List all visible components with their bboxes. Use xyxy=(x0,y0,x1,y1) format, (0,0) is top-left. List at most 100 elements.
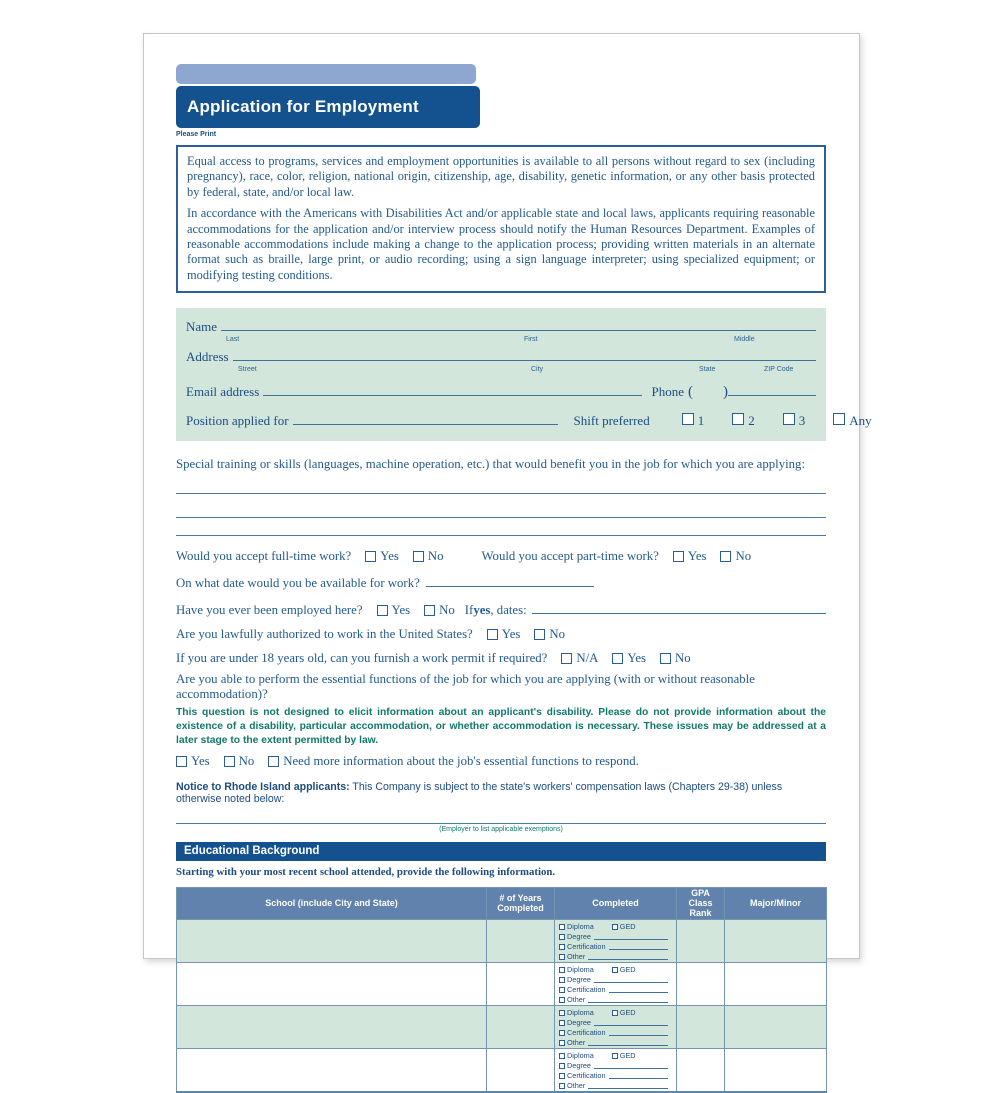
education-intro-text: Starting with your most recent school at… xyxy=(176,865,556,878)
certification-checkbox[interactable] xyxy=(559,1072,565,1079)
gpa-cell[interactable] xyxy=(676,1047,725,1093)
shift-any-checkbox[interactable] xyxy=(833,413,846,425)
if-yes-suffix: , dates: xyxy=(490,603,527,617)
major-minor-cell[interactable] xyxy=(724,1004,827,1049)
major-minor-cell[interactable] xyxy=(724,1047,827,1093)
essential-no-checkbox[interactable] xyxy=(223,755,235,767)
employed-no-checkbox[interactable] xyxy=(424,605,436,616)
special-training-line-1[interactable] xyxy=(176,493,826,494)
completed-cell: Diploma GED Degree Certification Other xyxy=(554,918,677,963)
diploma-checkbox[interactable] xyxy=(559,1052,565,1059)
major-minor-cell[interactable] xyxy=(724,961,827,1006)
employed-dates-input[interactable] xyxy=(531,601,826,614)
gpa-cell[interactable] xyxy=(676,918,725,963)
certification-input[interactable] xyxy=(608,986,668,994)
other-input[interactable] xyxy=(588,1082,668,1090)
school-column-header: School (include City and State) xyxy=(176,886,487,920)
other-checkbox[interactable] xyxy=(559,1082,565,1089)
parttime-no-checkbox[interactable] xyxy=(720,551,732,562)
position-input[interactable] xyxy=(292,412,558,425)
gpa-cell[interactable] xyxy=(676,1004,725,1049)
certification-input[interactable] xyxy=(608,1029,668,1037)
name-middle-sublabel: Middle xyxy=(734,336,755,343)
email-label: Email address xyxy=(186,384,260,399)
section-divider-line xyxy=(176,535,826,536)
certification-checkbox[interactable] xyxy=(559,1029,565,1036)
permit-no-checkbox[interactable] xyxy=(660,653,672,664)
need-more-info-checkbox[interactable] xyxy=(268,755,280,767)
parttime-question: Would you accept part-time work? xyxy=(481,549,659,563)
years-cell[interactable] xyxy=(486,961,555,1006)
school-cell[interactable] xyxy=(176,1004,487,1049)
ged-checkbox[interactable] xyxy=(611,923,618,930)
ged-checkbox[interactable] xyxy=(611,966,618,973)
diploma-checkbox[interactable] xyxy=(559,966,565,973)
exemptions-line[interactable] xyxy=(176,822,826,824)
gpa-cell[interactable] xyxy=(676,961,725,1006)
certification-input[interactable] xyxy=(608,1072,668,1080)
parttime-yes-checkbox[interactable] xyxy=(672,551,684,562)
essential-answer-row: Yes No Need more information about the j… xyxy=(176,754,826,769)
degree-input[interactable] xyxy=(593,933,668,941)
other-checkbox[interactable] xyxy=(559,1039,565,1046)
phone-input[interactable] xyxy=(728,383,816,396)
email-input[interactable] xyxy=(263,383,642,396)
fulltime-question: Would you accept full-time work? xyxy=(176,549,352,563)
form-title-bar: Application for Employment xyxy=(176,86,480,128)
phone-paren-close: ) xyxy=(723,384,728,400)
other-input[interactable] xyxy=(588,1039,668,1047)
other-input[interactable] xyxy=(588,953,668,961)
if-yes-prefix: If xyxy=(464,603,474,617)
permit-na-label: N/A xyxy=(576,651,599,665)
shift-3-label: 3 xyxy=(798,413,806,428)
employed-yes-checkbox[interactable] xyxy=(376,605,388,616)
available-date-input[interactable] xyxy=(425,574,594,587)
name-input[interactable] xyxy=(221,318,816,331)
degree-input[interactable] xyxy=(593,1019,668,1027)
other-checkbox[interactable] xyxy=(559,953,565,960)
shift-any-label: Any xyxy=(849,413,872,428)
employer-exemptions-note: (Employer to list applicable exemptions) xyxy=(439,825,563,833)
certification-input[interactable] xyxy=(608,943,668,951)
degree-checkbox[interactable] xyxy=(559,1019,565,1026)
name-last-sublabel: Last xyxy=(226,336,240,343)
years-cell[interactable] xyxy=(486,918,555,963)
ged-checkbox[interactable] xyxy=(611,1009,618,1016)
fulltime-no-checkbox[interactable] xyxy=(412,551,424,562)
authorized-no-checkbox[interactable] xyxy=(534,629,546,640)
school-cell[interactable] xyxy=(176,961,487,1006)
diploma-checkbox[interactable] xyxy=(559,923,565,930)
address-input[interactable] xyxy=(232,348,816,361)
shift-3-checkbox[interactable] xyxy=(782,413,795,425)
permit-na-checkbox[interactable] xyxy=(561,653,573,664)
education-table-header-row: School (include City and State) # of Yea… xyxy=(176,886,827,920)
application-form-page: Application for Employment Please Print … xyxy=(143,33,872,1093)
ged-checkbox[interactable] xyxy=(611,1052,618,1059)
degree-checkbox[interactable] xyxy=(559,1062,565,1069)
years-cell[interactable] xyxy=(486,1004,555,1049)
work-permit-question: If you are under 18 years old, can you f… xyxy=(176,651,548,665)
fulltime-yes-checkbox[interactable] xyxy=(365,551,377,562)
need-more-info-label: Need more information about the job's es… xyxy=(283,753,639,768)
certification-checkbox[interactable] xyxy=(559,986,565,993)
diploma-checkbox[interactable] xyxy=(559,1009,565,1016)
permit-yes-checkbox[interactable] xyxy=(612,653,624,664)
special-training-line-2[interactable] xyxy=(176,517,826,518)
years-cell[interactable] xyxy=(486,1047,555,1093)
completed-cell: Diploma GED Degree Certification Other xyxy=(554,1004,677,1049)
position-label: Position applied for xyxy=(186,413,289,428)
degree-checkbox[interactable] xyxy=(559,976,565,983)
school-cell[interactable] xyxy=(176,918,487,963)
permit-yes-label: Yes xyxy=(627,651,647,665)
major-minor-cell[interactable] xyxy=(724,918,827,963)
certification-checkbox[interactable] xyxy=(559,943,565,950)
shift-2-checkbox[interactable] xyxy=(732,413,745,425)
degree-input[interactable] xyxy=(593,1062,668,1070)
school-cell[interactable] xyxy=(176,1047,487,1093)
authorized-yes-checkbox[interactable] xyxy=(486,629,498,640)
degree-input[interactable] xyxy=(593,976,668,984)
degree-checkbox[interactable] xyxy=(559,933,565,940)
essential-yes-checkbox[interactable] xyxy=(176,755,187,767)
gpa-column-header: GPA Class Rank xyxy=(676,886,725,920)
shift-1-checkbox[interactable] xyxy=(681,413,694,425)
